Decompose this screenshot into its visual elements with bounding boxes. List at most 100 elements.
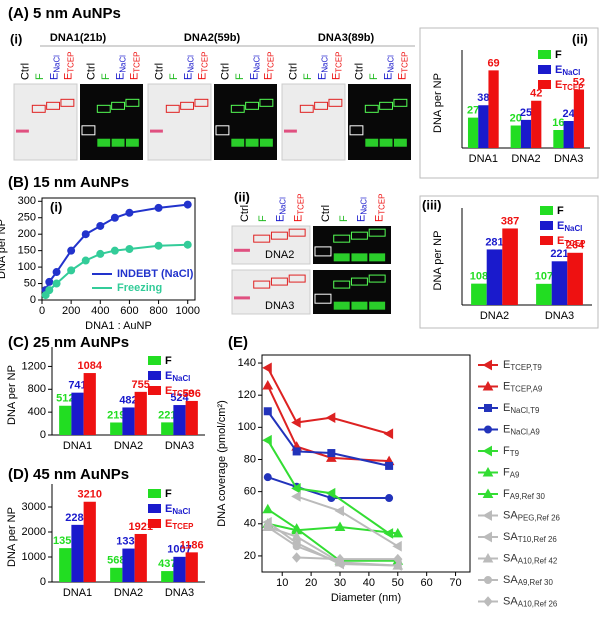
marker: [327, 449, 336, 458]
panel-heading: (A) 5 nm AuNPs: [8, 5, 121, 22]
legend-label: SAPEG,Ref 26: [503, 509, 560, 522]
lane-label-sub: TCEP: [401, 52, 410, 73]
bar: [122, 548, 135, 582]
marker: [292, 542, 301, 551]
band-box: [314, 293, 332, 304]
lane-label-main: F: [100, 73, 112, 80]
lane-label: ENaCl: [274, 197, 287, 222]
legend-label-main: F: [555, 49, 562, 61]
lane-label: ETCEP: [63, 52, 76, 80]
lane-label: ETCEP: [373, 194, 386, 222]
series-line: [267, 508, 398, 562]
y-tick-label: 60: [244, 486, 256, 498]
lane-label-main: Ctrl: [239, 205, 251, 222]
lane-label-main: E: [292, 215, 304, 222]
lane-label: F: [368, 73, 380, 80]
plot-frame: [261, 354, 471, 573]
lane-label-sub: NaCl: [279, 197, 288, 215]
marker: [52, 268, 61, 277]
lane-label: ETCEP: [331, 52, 344, 80]
y-axis-label: DNA per NP: [6, 507, 18, 567]
band-glow: [97, 138, 111, 147]
y-tick-label: 80: [244, 453, 256, 465]
value-label: 1186: [180, 539, 204, 551]
value-label: 221: [158, 409, 176, 421]
legend-label-main: SA: [503, 531, 518, 543]
lane-label: F: [257, 215, 269, 222]
band-box: [259, 98, 274, 107]
legend-label-sub: A10,Ref 26: [518, 600, 558, 609]
lane-label-main: Ctrl: [320, 205, 332, 222]
panel-heading: (B) 15 nm AuNPs: [8, 174, 129, 191]
x-tick-label: DNA3: [545, 310, 574, 322]
y-tick-label: 0: [30, 294, 36, 306]
legend-label: ENaCl,A9: [503, 423, 540, 436]
bar: [471, 283, 487, 305]
legend-label: ETCEP,A9: [503, 380, 543, 393]
x-tick-label: 40: [363, 577, 375, 589]
legend-label-main: E: [503, 359, 510, 371]
y-tick-label: 3000: [22, 501, 46, 513]
legend-label-main: E: [555, 79, 562, 91]
marker: [482, 466, 494, 477]
lane-label: ETCEP: [292, 194, 305, 222]
marker: [392, 560, 404, 570]
marker: [292, 447, 301, 456]
bar: [520, 119, 532, 148]
legend-label: ETCEP: [557, 235, 585, 248]
lane-label: Ctrl: [354, 63, 366, 80]
legend-label: ENaCl: [165, 370, 190, 383]
marker: [392, 540, 402, 552]
legend-label-main: INDEBT (NaCl): [117, 268, 194, 280]
lane-label-main: E: [397, 73, 409, 80]
legend-label-main: F: [503, 445, 510, 457]
lane-label-main: F: [257, 215, 269, 222]
y-axis-label: DNA per NP: [0, 219, 8, 279]
lane-label-sub: TCEP: [67, 52, 76, 73]
y-axis-label: DNA per NP: [432, 231, 444, 291]
x-tick-label: 30: [334, 577, 346, 589]
x-tick-label: 800: [149, 305, 167, 317]
legend-label: SAA10,Ref 26: [503, 595, 558, 608]
x-tick-label: DNA2: [114, 440, 143, 452]
band-box: [180, 101, 195, 110]
y-tick-label: 20: [244, 550, 256, 562]
lane-label-main: E: [355, 215, 367, 222]
y-tick-label: 0: [40, 429, 46, 441]
band-box: [253, 234, 271, 243]
marker: [263, 407, 272, 416]
y-tick-label: 300: [18, 195, 36, 207]
marker: [334, 505, 344, 517]
y-tick-label: 250: [18, 212, 36, 224]
marker: [262, 434, 272, 446]
marker: [482, 552, 494, 563]
x-axis-label: DNA1 : AuNP: [85, 320, 152, 332]
lane-label: ETCEP: [263, 52, 276, 80]
lane-label-main: F: [168, 73, 180, 80]
y-tick-label: 1000: [22, 551, 46, 563]
y-tick-label: 100: [238, 421, 256, 433]
legend-label-sub: NaCl,T9: [510, 406, 540, 415]
band-glow: [245, 138, 259, 147]
y-tick-label: 100: [18, 261, 36, 273]
lane-label-sub: TCEP: [377, 194, 386, 215]
subpanel-label: (ii): [572, 31, 588, 46]
marker: [484, 576, 492, 584]
x-tick-label: DNA1: [63, 587, 92, 599]
gel-light: [13, 83, 78, 161]
legend-label: ETCEP: [555, 79, 583, 92]
x-tick-label: 10: [276, 577, 288, 589]
value-label: 16: [552, 117, 564, 129]
gel-light: [147, 83, 212, 161]
lane-label: Ctrl: [154, 63, 166, 80]
legend-label-main: F: [165, 355, 172, 367]
band-box: [393, 98, 408, 107]
value-label: 524: [170, 392, 189, 404]
marker: [52, 279, 61, 288]
legend-label: ENaCl: [557, 220, 582, 233]
gel-title: DNA1(21b): [50, 32, 107, 44]
legend-swatch: [538, 50, 551, 59]
band-box: [111, 101, 126, 110]
lane-label-main: F: [338, 215, 350, 222]
